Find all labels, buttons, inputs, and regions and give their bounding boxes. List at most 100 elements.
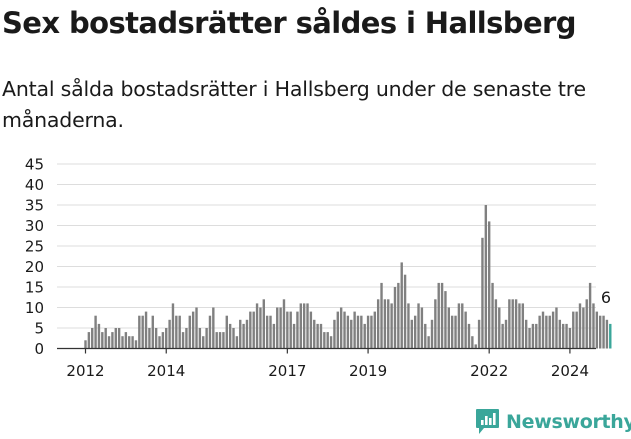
bar — [356, 315, 360, 349]
bar — [91, 328, 94, 349]
y-tick-label: 30 — [25, 217, 44, 235]
bar — [410, 319, 414, 349]
bar — [205, 328, 208, 349]
bar — [319, 323, 323, 349]
bar — [403, 274, 407, 349]
bar — [272, 323, 276, 349]
bar — [97, 323, 101, 349]
bar — [175, 315, 178, 349]
bars — [84, 205, 612, 349]
bar — [541, 311, 545, 349]
bar — [178, 315, 181, 349]
bar — [582, 307, 585, 349]
bar — [464, 311, 467, 349]
bar — [181, 332, 185, 349]
y-tick-label: 45 — [25, 156, 44, 174]
bar — [131, 336, 134, 349]
bar — [551, 311, 555, 349]
bar — [521, 303, 525, 349]
y-tick-label: 20 — [25, 258, 44, 276]
bar — [397, 282, 400, 349]
bar — [555, 307, 558, 349]
bar — [138, 315, 141, 349]
bar — [289, 311, 292, 349]
bar — [538, 315, 541, 349]
bar — [232, 328, 235, 349]
bar — [124, 332, 128, 349]
bar — [323, 332, 326, 349]
bar — [316, 323, 319, 349]
bar — [427, 336, 430, 349]
bar — [228, 323, 232, 349]
x-tick-label: 2024 — [551, 362, 589, 380]
bar — [548, 315, 551, 349]
bar — [148, 328, 151, 349]
chart-subtitle: Antal sålda bostadsrätter i Hallsberg un… — [2, 77, 586, 132]
bar — [242, 323, 245, 349]
y-tick-label: 10 — [25, 299, 44, 317]
x-tick-label: 2017 — [268, 362, 306, 380]
bar — [598, 315, 602, 349]
bar — [400, 262, 403, 349]
bar — [350, 319, 353, 349]
bar — [407, 303, 410, 349]
bar — [474, 344, 477, 349]
bar — [165, 328, 168, 349]
bar — [235, 336, 239, 349]
bar — [484, 205, 488, 349]
bar — [185, 328, 188, 349]
bar — [282, 299, 286, 349]
bar — [302, 303, 306, 349]
bar — [366, 315, 370, 349]
bar — [437, 282, 440, 349]
bar — [565, 323, 568, 349]
bar — [265, 315, 269, 349]
bar — [528, 328, 531, 349]
bar — [477, 319, 481, 349]
bar — [107, 336, 111, 349]
bar — [292, 323, 296, 349]
bar — [158, 336, 161, 349]
bar — [535, 323, 538, 349]
bar — [413, 315, 417, 349]
bar — [380, 282, 383, 349]
bar — [313, 319, 316, 349]
bar — [269, 315, 272, 349]
bar — [585, 299, 588, 349]
bar — [87, 332, 91, 349]
bar — [370, 315, 373, 349]
bar — [218, 332, 222, 349]
bar — [134, 340, 138, 349]
bar — [279, 307, 282, 349]
bar — [255, 303, 259, 349]
bar — [561, 323, 565, 349]
bar — [595, 311, 599, 349]
bar — [252, 311, 255, 349]
bar — [121, 336, 124, 349]
bar — [592, 303, 595, 349]
bar — [128, 336, 131, 349]
brand-logo: Newsworthy — [475, 408, 631, 436]
bar — [171, 303, 175, 349]
bar — [518, 303, 521, 349]
bar — [373, 311, 377, 349]
newsworthy-logo-icon — [476, 409, 499, 434]
bar — [434, 299, 437, 349]
bar — [568, 328, 572, 349]
bar — [276, 307, 279, 349]
bar — [457, 303, 461, 349]
bar — [151, 315, 154, 349]
bar — [154, 328, 158, 349]
bar — [333, 319, 336, 349]
bar — [572, 311, 575, 349]
bar — [225, 315, 228, 349]
bar — [504, 319, 508, 349]
bar-highlight — [609, 323, 612, 349]
bar — [511, 299, 514, 349]
bar — [141, 315, 144, 349]
bar — [524, 319, 528, 349]
bar — [195, 307, 198, 349]
bar — [360, 315, 363, 349]
bar — [339, 307, 343, 349]
bar — [501, 323, 504, 349]
